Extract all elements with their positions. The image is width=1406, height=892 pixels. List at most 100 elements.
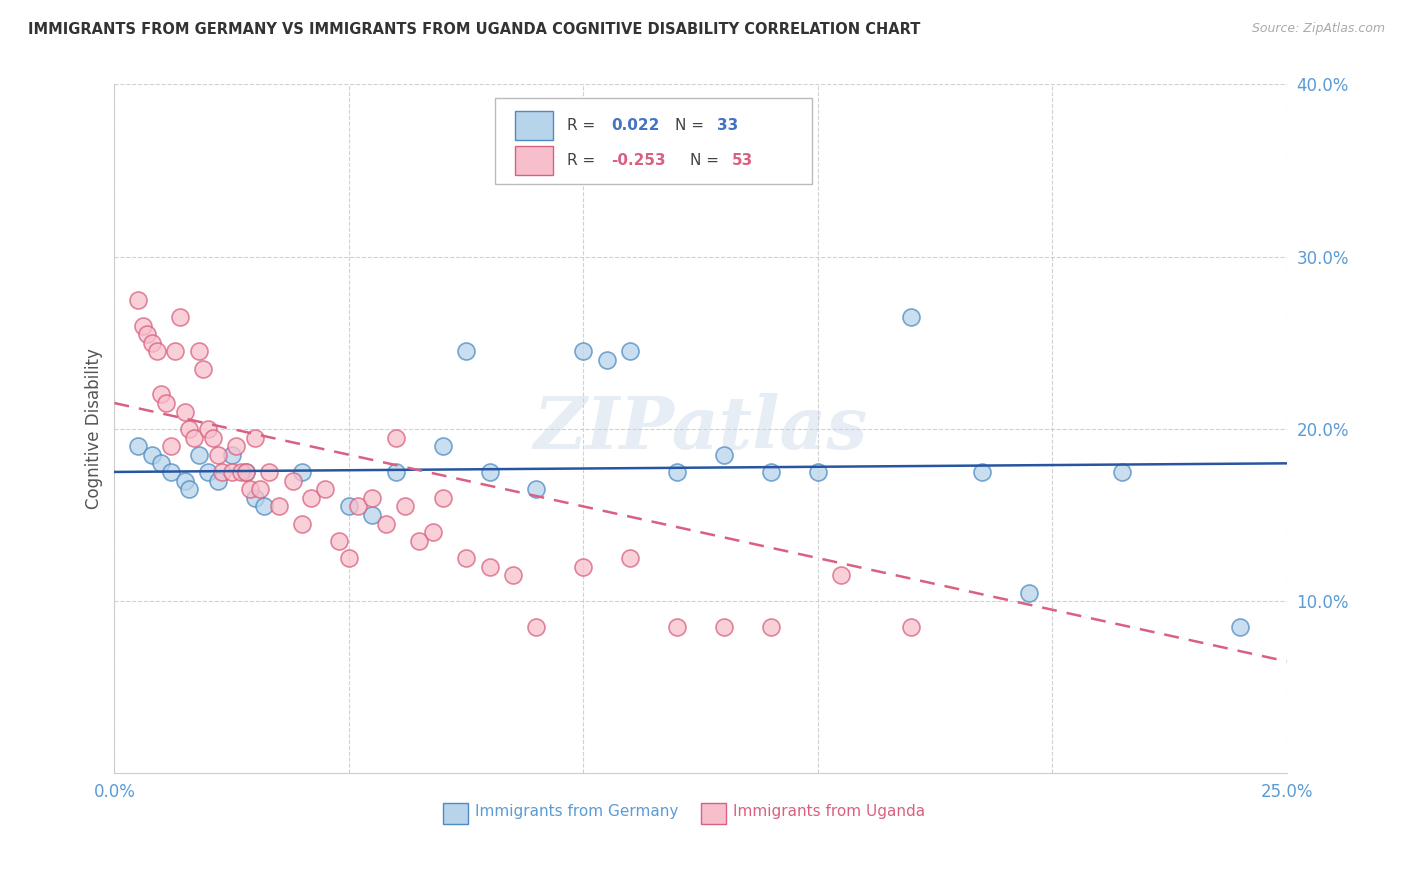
Point [375, 516, 398, 531]
Point [197, 422, 219, 436]
Point [347, 500, 370, 514]
Text: Immigrants from Germany: Immigrants from Germany [475, 804, 679, 819]
Point [394, 500, 416, 514]
Point [239, 482, 262, 496]
Point [299, 491, 322, 505]
Point [131, 318, 153, 333]
Point [596, 353, 619, 368]
Point [187, 344, 209, 359]
Text: 53: 53 [733, 153, 754, 168]
Point [900, 620, 922, 634]
Text: ZIPatlas: ZIPatlas [533, 393, 868, 465]
Point [145, 344, 167, 359]
Text: IMMIGRANTS FROM GERMANY VS IMMIGRANTS FROM UGANDA COGNITIVE DISABILITY CORRELATI: IMMIGRANTS FROM GERMANY VS IMMIGRANTS FR… [28, 22, 921, 37]
Point [249, 482, 271, 496]
Point [207, 448, 229, 462]
Point [1018, 585, 1040, 599]
Point [136, 327, 159, 342]
Point [713, 620, 735, 634]
Point [572, 559, 595, 574]
Point [807, 465, 830, 479]
Point [165, 344, 187, 359]
Point [970, 465, 993, 479]
Point [127, 439, 149, 453]
Point [454, 344, 477, 359]
Point [155, 396, 177, 410]
Point [1229, 620, 1251, 634]
Point [253, 500, 276, 514]
Point [666, 620, 689, 634]
Point [257, 465, 280, 479]
Text: N =: N = [690, 153, 724, 168]
Point [478, 559, 501, 574]
Point [159, 465, 181, 479]
Point [127, 293, 149, 307]
Point [759, 465, 782, 479]
Point [713, 448, 735, 462]
Point [830, 568, 852, 582]
Point [187, 448, 209, 462]
FancyBboxPatch shape [515, 145, 553, 175]
Point [150, 456, 173, 470]
Point [328, 533, 350, 548]
Point [384, 465, 406, 479]
FancyBboxPatch shape [700, 803, 727, 823]
Point [243, 491, 266, 505]
Text: Immigrants from Uganda: Immigrants from Uganda [734, 804, 925, 819]
Point [666, 465, 689, 479]
Point [207, 474, 229, 488]
Text: R =: R = [567, 119, 600, 133]
FancyBboxPatch shape [443, 803, 468, 823]
Point [526, 482, 548, 496]
Point [619, 551, 641, 566]
Point [235, 465, 257, 479]
Text: N =: N = [675, 119, 709, 133]
Point [291, 516, 314, 531]
Text: R =: R = [567, 153, 600, 168]
Point [197, 465, 219, 479]
Point [221, 465, 243, 479]
Point [526, 620, 548, 634]
Point [173, 474, 195, 488]
Point [572, 344, 595, 359]
Point [337, 551, 360, 566]
Point [173, 405, 195, 419]
Point [337, 500, 360, 514]
Point [221, 448, 243, 462]
Point [291, 465, 314, 479]
Point [384, 430, 406, 444]
Point [183, 430, 205, 444]
Point [454, 551, 477, 566]
Point [141, 335, 163, 350]
Text: 33: 33 [717, 119, 738, 133]
Point [281, 474, 304, 488]
Point [361, 491, 384, 505]
Point [169, 310, 191, 324]
Point [478, 465, 501, 479]
Text: -0.253: -0.253 [612, 153, 666, 168]
Point [502, 568, 524, 582]
Point [179, 482, 201, 496]
Y-axis label: Cognitive Disability: Cognitive Disability [86, 349, 103, 509]
Point [193, 361, 215, 376]
Point [1111, 465, 1133, 479]
Point [759, 620, 782, 634]
FancyBboxPatch shape [515, 112, 553, 140]
Point [361, 508, 384, 522]
Point [159, 439, 181, 453]
Point [150, 387, 173, 401]
Point [422, 525, 444, 540]
Point [229, 465, 252, 479]
Point [432, 491, 454, 505]
Point [235, 465, 257, 479]
Point [619, 344, 641, 359]
Point [141, 448, 163, 462]
Text: 0.022: 0.022 [612, 119, 659, 133]
Point [225, 439, 247, 453]
FancyBboxPatch shape [495, 98, 811, 185]
Point [900, 310, 922, 324]
Point [314, 482, 336, 496]
Point [179, 422, 201, 436]
Point [243, 430, 266, 444]
Point [201, 430, 224, 444]
